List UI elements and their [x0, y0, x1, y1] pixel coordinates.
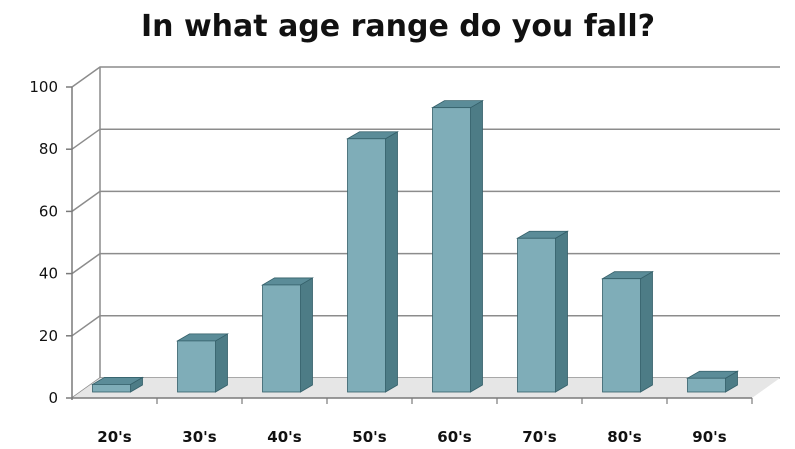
x-tick-label: 90's: [692, 428, 726, 446]
bar: [516, 230, 569, 393]
gridline: [71, 128, 780, 150]
bar-front: [92, 384, 131, 393]
x-tick-label: 50's: [352, 428, 386, 446]
y-tick-label: 80: [39, 140, 58, 158]
y-tick-label: 0: [48, 389, 58, 407]
bar: [91, 376, 144, 393]
x-tick-label: 60's: [437, 428, 471, 446]
gridline: [71, 190, 780, 213]
bar-front: [262, 284, 301, 393]
bar-front: [347, 138, 386, 393]
y-tick-label: 40: [39, 265, 58, 283]
bar: [431, 99, 484, 393]
x-tick-label: 30's: [182, 428, 216, 446]
bar-side: [470, 99, 483, 393]
bars: [91, 99, 739, 393]
y-tick-label: 100: [29, 78, 58, 96]
bar: [261, 277, 314, 393]
bar: [601, 271, 654, 393]
gridline: [71, 252, 780, 275]
gridline: [71, 66, 780, 88]
x-tick-label: 20's: [97, 428, 131, 446]
chart-title: In what age range do you fall?: [141, 9, 655, 44]
bar-front: [602, 278, 641, 393]
x-axis-ticks: 20's 30's 40's 50's 60's 70's 80's 90's: [97, 398, 753, 446]
y-tick-label: 20: [39, 327, 58, 345]
bar-front: [177, 340, 216, 393]
bar-front: [687, 377, 726, 393]
bar-side: [640, 271, 653, 393]
bar-front: [517, 237, 556, 393]
x-tick-label: 40's: [267, 428, 301, 446]
y-tick-label: 60: [39, 202, 58, 220]
bar-front: [432, 107, 471, 393]
y-axis-ticks: 0 20 40 60 80 100: [29, 78, 72, 407]
x-tick-label: 70's: [522, 428, 556, 446]
bar-side: [215, 333, 228, 393]
bar-side: [300, 277, 313, 393]
bar: [176, 333, 229, 393]
bar-side: [555, 230, 568, 393]
x-tick-label: 80's: [607, 428, 641, 446]
bar-side: [385, 131, 398, 393]
gridline: [71, 315, 780, 337]
bar: [686, 370, 739, 393]
bar: [346, 131, 399, 393]
